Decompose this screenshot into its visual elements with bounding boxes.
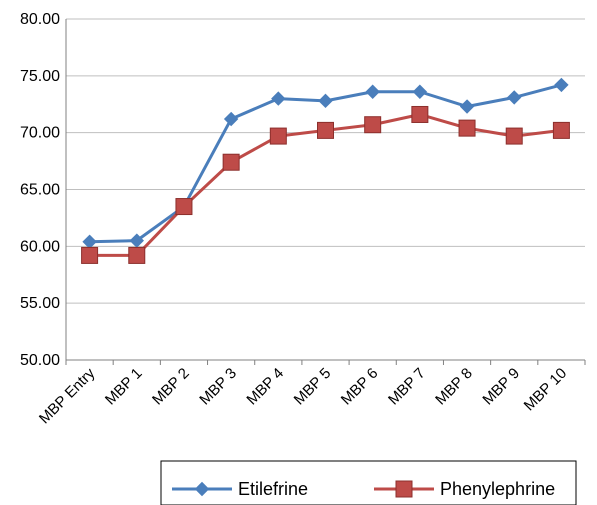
y-tick-label: 80.00 [20, 11, 60, 28]
x-tick-label: MBP Entry [36, 364, 99, 427]
data-point-etilefrine [461, 100, 474, 113]
y-tick-label: 75.00 [20, 68, 60, 85]
x-tick-label: MBP 8 [432, 365, 476, 409]
x-tick-label: MBP 5 [291, 365, 335, 409]
axes [66, 19, 585, 365]
series [82, 78, 570, 263]
x-tick-label: MBP 2 [149, 365, 193, 409]
x-tick-label: MBP 4 [243, 365, 287, 409]
data-point-phenylephrine [129, 247, 145, 263]
data-point-etilefrine [225, 113, 238, 126]
gridlines [66, 19, 585, 360]
x-tick-label: MBP 3 [196, 365, 240, 409]
y-tick-label: 70.00 [20, 125, 60, 142]
data-point-etilefrine [319, 94, 332, 107]
y-tick-label: 65.00 [20, 182, 60, 199]
data-point-etilefrine [413, 85, 426, 98]
legend-marker-phenylephrine [396, 481, 412, 497]
data-point-phenylephrine [365, 117, 381, 133]
series-line-etilefrine [90, 85, 562, 242]
x-tick-label: MBP 7 [385, 365, 429, 409]
data-point-phenylephrine [412, 106, 428, 122]
data-point-etilefrine [555, 78, 568, 91]
data-point-phenylephrine [270, 128, 286, 144]
y-tick-label: 60.00 [20, 238, 60, 255]
series-etilefrine [83, 78, 568, 248]
data-point-phenylephrine [318, 122, 334, 138]
x-tick-label: MBP 6 [338, 365, 382, 409]
x-tick-label: MBP 10 [521, 365, 571, 415]
y-tick-labels: 50.00 55.00 60.00 65.00 70.00 75.00 80.00 [20, 11, 60, 369]
series-phenylephrine [82, 106, 570, 263]
data-point-phenylephrine [459, 120, 475, 136]
y-tick-label: 50.00 [20, 352, 60, 369]
data-point-phenylephrine [506, 128, 522, 144]
legend: Etilefrine Phenylephrine [161, 461, 576, 505]
legend-label-etilefrine: Etilefrine [238, 479, 308, 499]
data-point-etilefrine [508, 91, 521, 104]
data-point-phenylephrine [176, 199, 192, 215]
x-tick-label: MBP 9 [479, 365, 523, 409]
legend-label-phenylephrine: Phenylephrine [440, 479, 555, 499]
y-tick-label: 55.00 [20, 295, 60, 312]
data-point-phenylephrine [223, 154, 239, 170]
data-point-etilefrine [272, 92, 285, 105]
data-point-etilefrine [366, 85, 379, 98]
data-point-phenylephrine [553, 122, 569, 138]
data-point-phenylephrine [82, 247, 98, 263]
x-tick-label: MBP 1 [102, 365, 146, 409]
